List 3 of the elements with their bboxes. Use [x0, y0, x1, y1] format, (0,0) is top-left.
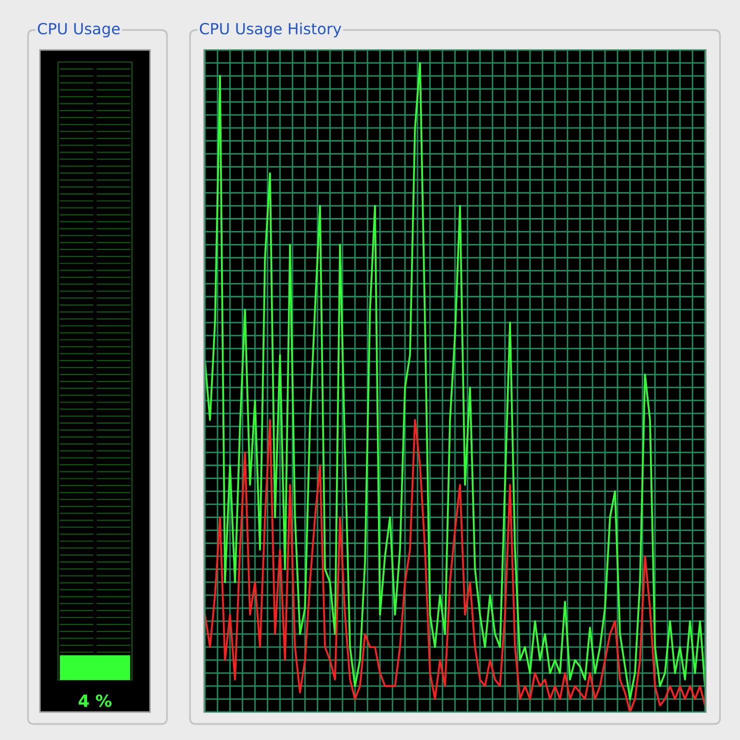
chart-title: CPU Usage History: [200, 22, 342, 38]
chart-title: CPU Usage: [38, 22, 120, 38]
data-label: 4 %: [78, 694, 112, 708]
